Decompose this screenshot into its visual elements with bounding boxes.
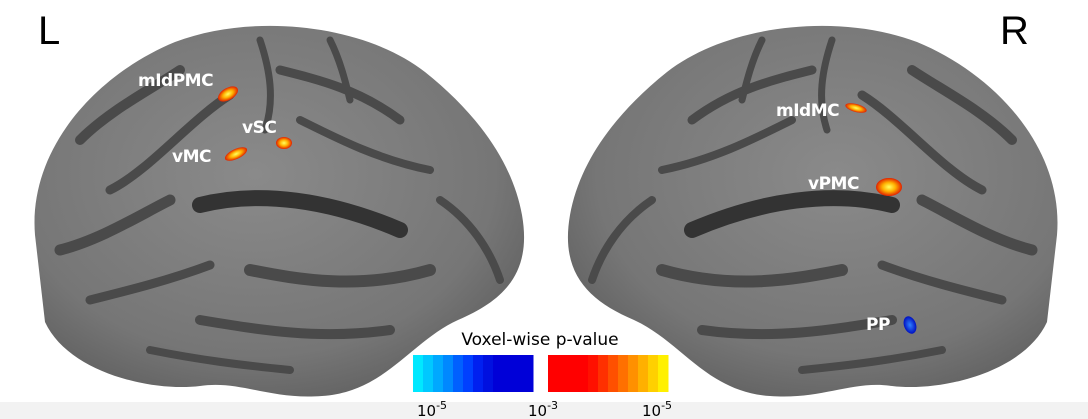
colorbar-step: [473, 355, 484, 392]
region-label: mIdMC: [776, 101, 839, 121]
colorbar-step: [483, 355, 494, 392]
colorbar-title: Voxel-wise p-value: [461, 330, 618, 350]
colorbar-step: [628, 355, 639, 392]
colorbar-step: [658, 355, 669, 392]
right-hemisphere: [568, 26, 1058, 397]
colorbar-step: [598, 355, 609, 392]
activation: [224, 147, 248, 161]
hemisphere-label: L: [38, 9, 60, 53]
colorbar-tick-label: 10-5: [642, 399, 672, 419]
activation: [276, 137, 292, 149]
colorbar-step: [618, 355, 629, 392]
colorbar-step: [423, 355, 434, 392]
colorbar-step: [463, 355, 474, 392]
colorbar: [413, 355, 669, 392]
colorbar-step: [493, 355, 504, 392]
colorbar-step: [578, 355, 589, 392]
activation: [876, 178, 902, 196]
colorbar-step: [548, 355, 559, 392]
colorbar-step: [503, 355, 514, 392]
colorbar-step: [638, 355, 649, 392]
footer-band: [0, 402, 1088, 419]
colorbar-step: [433, 355, 444, 392]
colorbar-step: [443, 355, 454, 392]
activation: [218, 86, 238, 102]
colorbar-step: [453, 355, 464, 392]
colorbar-step: [523, 355, 534, 392]
colorbar-tick-label: 10-3: [528, 399, 558, 419]
region-label: vPMC: [808, 174, 859, 194]
region-label: vMC: [172, 147, 211, 167]
hemisphere-label: R: [1000, 9, 1029, 53]
activation: [845, 103, 867, 113]
colorbar-step: [568, 355, 579, 392]
colorbar-step: [648, 355, 659, 392]
region-label: mIdPMC: [138, 71, 213, 91]
region-label: vSC: [242, 118, 276, 138]
region-label: PP: [866, 315, 890, 335]
colorbar-tick-label: 10-5: [417, 399, 447, 419]
colorbar-step: [608, 355, 619, 392]
colorbar-step: [513, 355, 524, 392]
left-hemisphere: [34, 26, 524, 397]
activation: [903, 316, 917, 334]
colorbar-step: [588, 355, 599, 392]
colorbar-step: [413, 355, 424, 392]
colorbar-step: [558, 355, 569, 392]
